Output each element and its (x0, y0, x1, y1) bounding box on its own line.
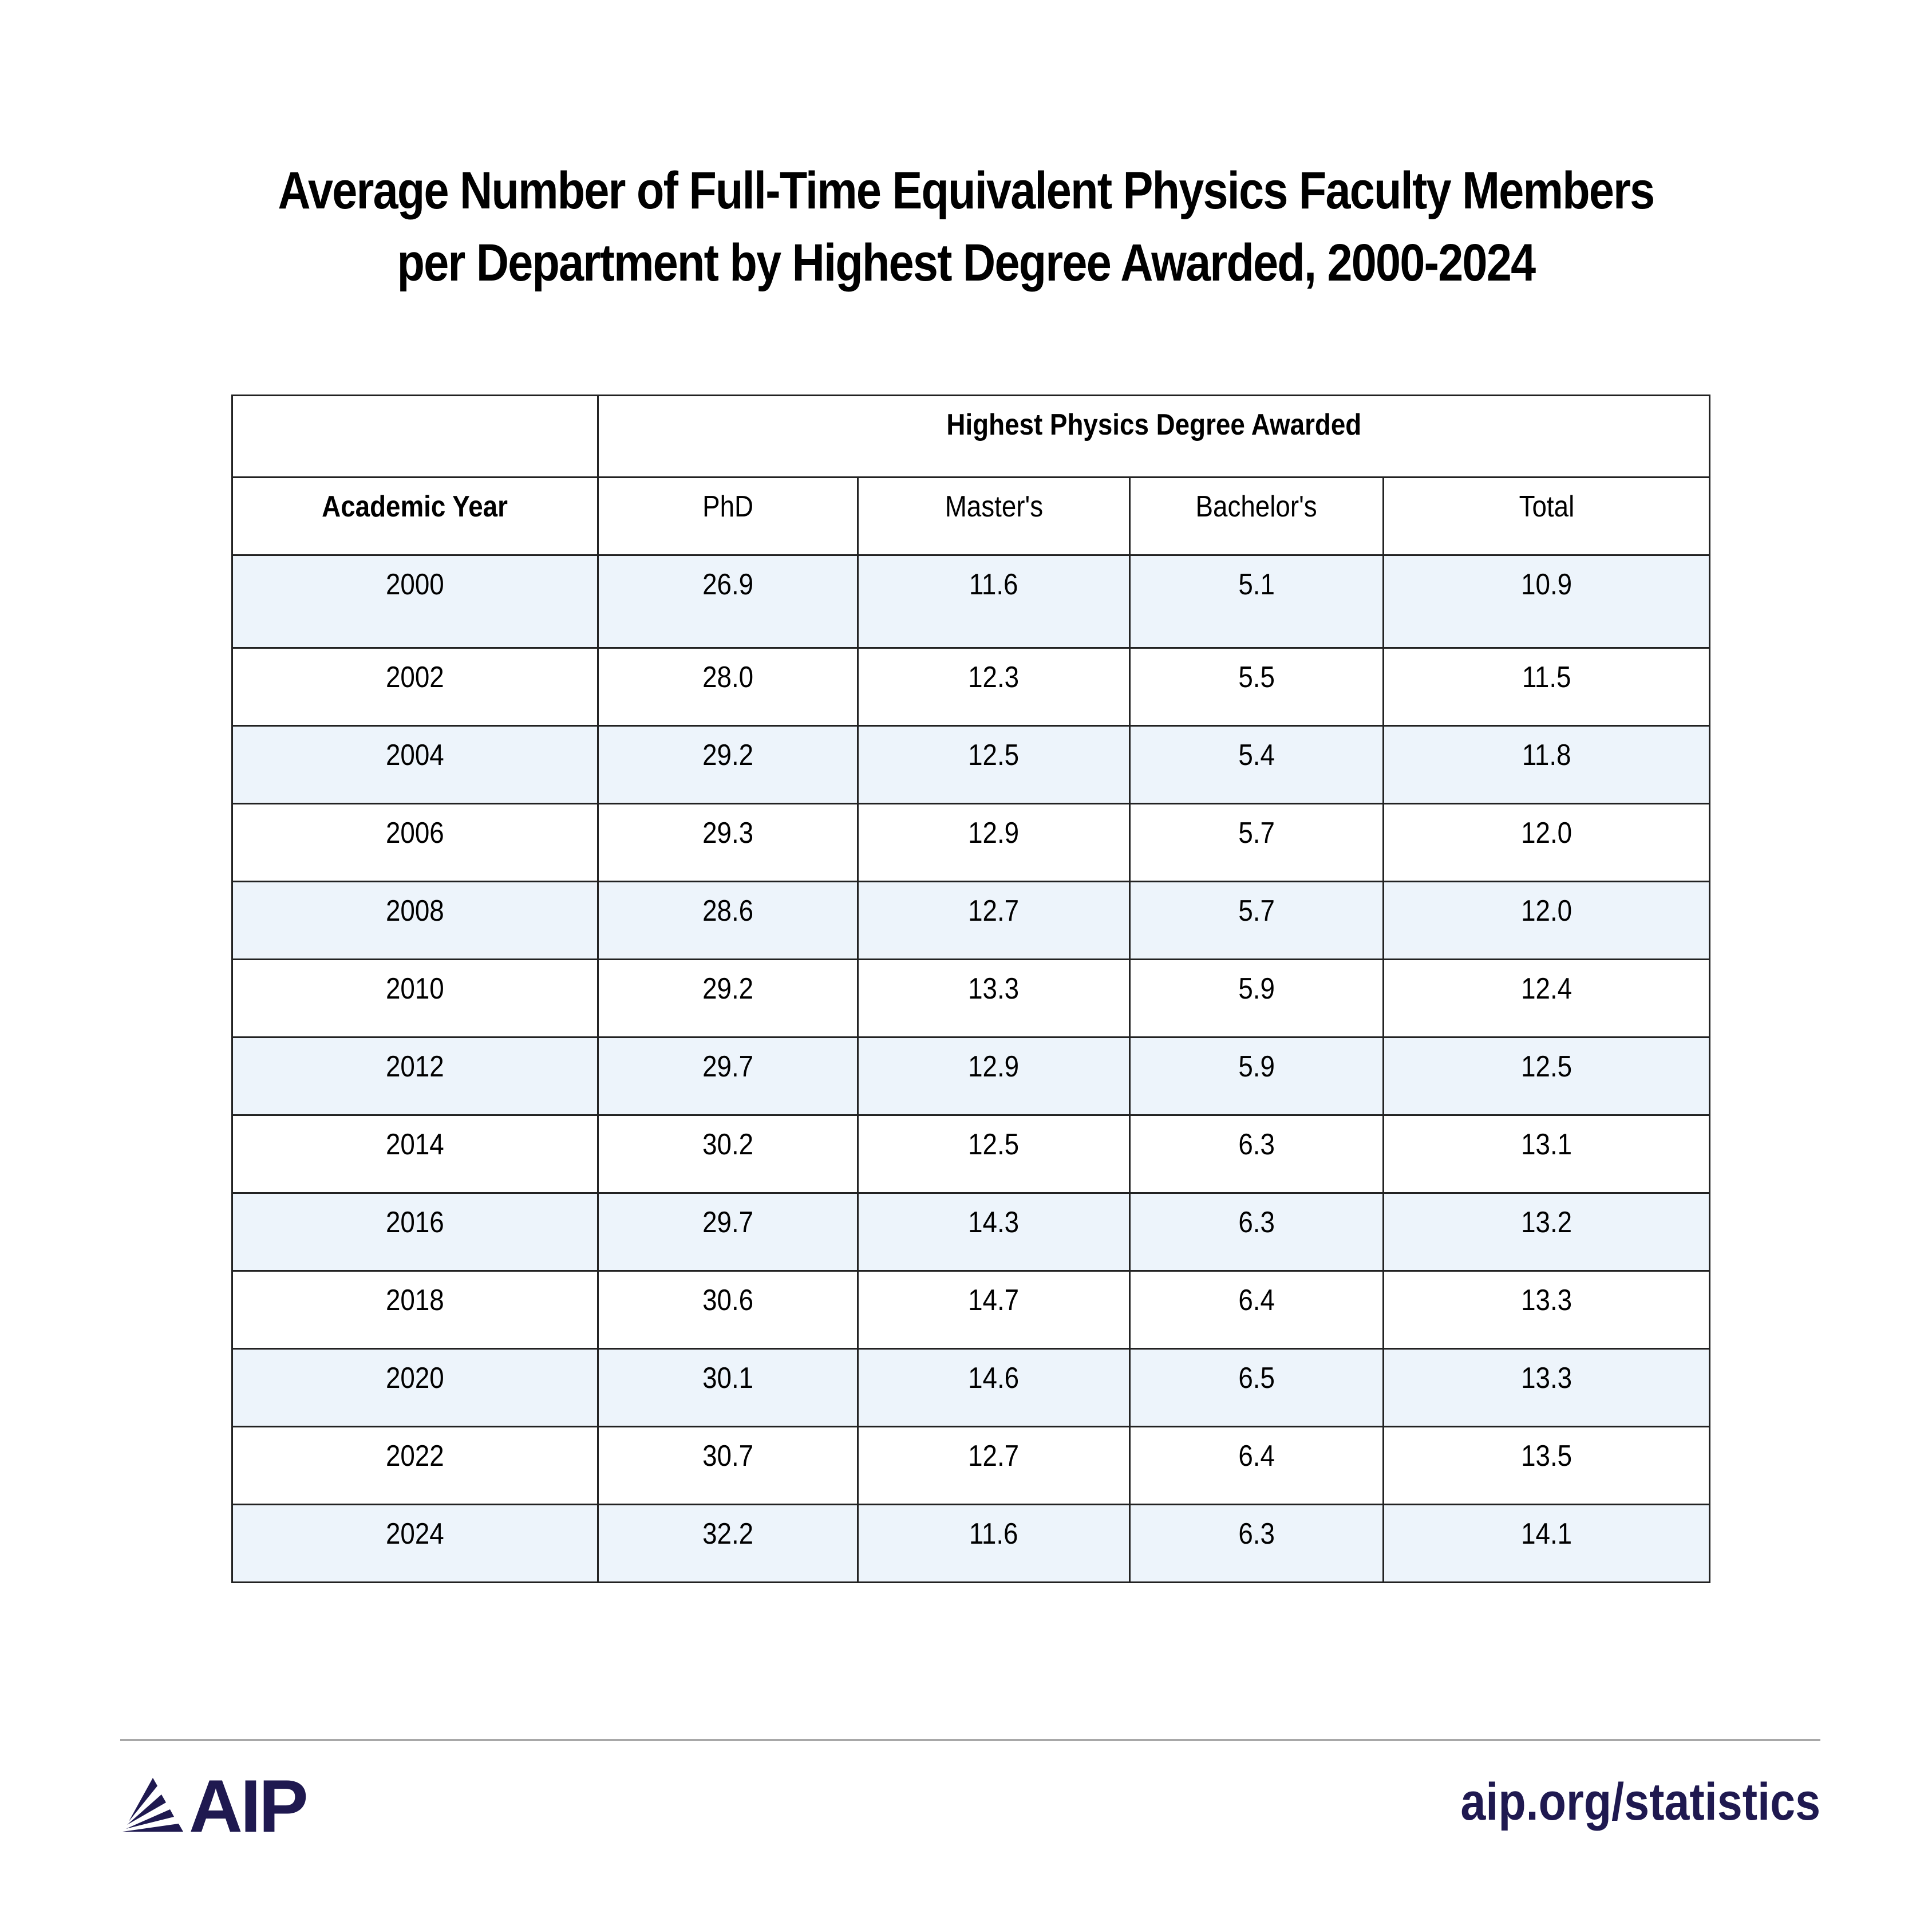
cell-total: 13.3 (1382, 1270, 1711, 1350)
title-line-2: per Department by Highest Degree Awarded… (397, 234, 1536, 292)
table-row: 2012 29.7 12.9 5.9 12.5 (231, 1036, 1711, 1116)
cell-total: 14.1 (1382, 1504, 1711, 1583)
cell-bachelors: 5.1 (1129, 554, 1384, 649)
column-header-row: Academic Year PhD Master's Bachelor's To… (231, 476, 1711, 556)
cell-total: 13.1 (1382, 1114, 1711, 1194)
column-header-phd: PhD (597, 476, 859, 556)
column-header-year: Academic Year (231, 476, 599, 556)
cell-masters: 12.9 (857, 1036, 1131, 1116)
cell-year: 2002 (231, 647, 599, 727)
cell-total: 11.5 (1382, 647, 1711, 727)
cell-total: 12.0 (1382, 881, 1711, 960)
cell-phd: 26.9 (597, 554, 859, 649)
column-header-masters: Master's (857, 476, 1131, 556)
cell-year: 2020 (231, 1348, 599, 1427)
cell-masters: 12.3 (857, 647, 1131, 727)
table-row: 2004 29.2 12.5 5.4 11.8 (231, 725, 1711, 804)
data-table: Highest Physics Degree Awarded Academic … (231, 395, 1711, 1583)
cell-bachelors: 5.7 (1129, 803, 1384, 882)
footer-divider (120, 1739, 1820, 1741)
cell-masters: 11.6 (857, 1504, 1131, 1583)
cell-phd: 29.3 (597, 803, 859, 882)
column-header-bachelors: Bachelor's (1129, 476, 1384, 556)
cell-masters: 14.3 (857, 1192, 1131, 1272)
cell-total: 12.4 (1382, 958, 1711, 1038)
cell-phd: 30.1 (597, 1348, 859, 1427)
cell-total: 13.3 (1382, 1348, 1711, 1427)
cell-masters: 12.7 (857, 881, 1131, 960)
table-row: 2016 29.7 14.3 6.3 13.2 (231, 1192, 1711, 1272)
cell-phd: 28.6 (597, 881, 859, 960)
cell-masters: 14.7 (857, 1270, 1131, 1350)
table-row: 2014 30.2 12.5 6.3 13.1 (231, 1114, 1711, 1194)
cell-bachelors: 6.4 (1129, 1426, 1384, 1505)
cell-masters: 14.6 (857, 1348, 1131, 1427)
table-row: 2020 30.1 14.6 6.5 13.3 (231, 1348, 1711, 1427)
cell-bachelors: 5.4 (1129, 725, 1384, 804)
cell-bachelors: 5.5 (1129, 647, 1384, 727)
cell-bachelors: 6.5 (1129, 1348, 1384, 1427)
aip-logo-icon: AIP (123, 1764, 309, 1848)
cell-masters: 12.9 (857, 803, 1131, 882)
cell-phd: 30.6 (597, 1270, 859, 1350)
cell-phd: 30.2 (597, 1114, 859, 1194)
column-header-total: Total (1382, 476, 1711, 556)
svg-text:AIP: AIP (189, 1778, 306, 1835)
cell-total: 12.5 (1382, 1036, 1711, 1116)
empty-header-cell (231, 395, 599, 478)
cell-total: 12.0 (1382, 803, 1711, 882)
cell-year: 2004 (231, 725, 599, 804)
cell-year: 2006 (231, 803, 599, 882)
cell-total: 13.5 (1382, 1426, 1711, 1505)
cell-masters: 13.3 (857, 958, 1131, 1038)
table-row: 2006 29.3 12.9 5.7 12.0 (231, 803, 1711, 882)
cell-masters: 12.5 (857, 725, 1131, 804)
table-row: 2000 26.9 11.6 5.1 10.9 (231, 554, 1711, 649)
table-row: 2008 28.6 12.7 5.7 12.0 (231, 881, 1711, 960)
cell-year: 2014 (231, 1114, 599, 1194)
cell-bachelors: 5.9 (1129, 958, 1384, 1038)
cell-year: 2010 (231, 958, 599, 1038)
aip-logo: AIP (121, 1764, 316, 1848)
cell-year: 2018 (231, 1270, 599, 1350)
cell-year: 2008 (231, 881, 599, 960)
title-line-1: Average Number of Full-Time Equivalent P… (278, 161, 1656, 220)
cell-phd: 32.2 (597, 1504, 859, 1583)
cell-bachelors: 5.7 (1129, 881, 1384, 960)
table-row: 2010 29.2 13.3 5.9 12.4 (231, 958, 1711, 1038)
cell-bachelors: 6.3 (1129, 1192, 1384, 1272)
cell-year: 2022 (231, 1426, 599, 1505)
cell-phd: 29.7 (597, 1036, 859, 1116)
cell-year: 2012 (231, 1036, 599, 1116)
cell-year: 2016 (231, 1192, 599, 1272)
table-row: 2022 30.7 12.7 6.4 13.5 (231, 1426, 1711, 1505)
cell-total: 11.8 (1382, 725, 1711, 804)
cell-total: 10.9 (1382, 554, 1711, 649)
cell-bachelors: 6.4 (1129, 1270, 1384, 1350)
cell-phd: 28.0 (597, 647, 859, 727)
cell-phd: 30.7 (597, 1426, 859, 1505)
cell-masters: 11.6 (857, 554, 1131, 649)
cell-masters: 12.7 (857, 1426, 1131, 1505)
group-header: Highest Physics Degree Awarded (596, 395, 1711, 478)
page-title: Average Number of Full-Time Equivalent P… (135, 155, 1797, 299)
cell-phd: 29.2 (597, 725, 859, 804)
cell-total: 13.2 (1382, 1192, 1711, 1272)
cell-phd: 29.7 (597, 1192, 859, 1272)
cell-bachelors: 6.3 (1129, 1504, 1384, 1583)
table-row: 2024 32.2 11.6 6.3 14.1 (231, 1504, 1711, 1583)
cell-year: 2000 (231, 554, 599, 649)
cell-masters: 12.5 (857, 1114, 1131, 1194)
statistics-url-link[interactable]: aip.org/statistics (1460, 1773, 1820, 1831)
cell-phd: 29.2 (597, 958, 859, 1038)
cell-bachelors: 6.3 (1129, 1114, 1384, 1194)
table-row: 2018 30.6 14.7 6.4 13.3 (231, 1270, 1711, 1350)
group-header-row: Highest Physics Degree Awarded (231, 395, 1711, 478)
cell-bachelors: 5.9 (1129, 1036, 1384, 1116)
table-row: 2002 28.0 12.3 5.5 11.5 (231, 647, 1711, 727)
cell-year: 2024 (231, 1504, 599, 1583)
